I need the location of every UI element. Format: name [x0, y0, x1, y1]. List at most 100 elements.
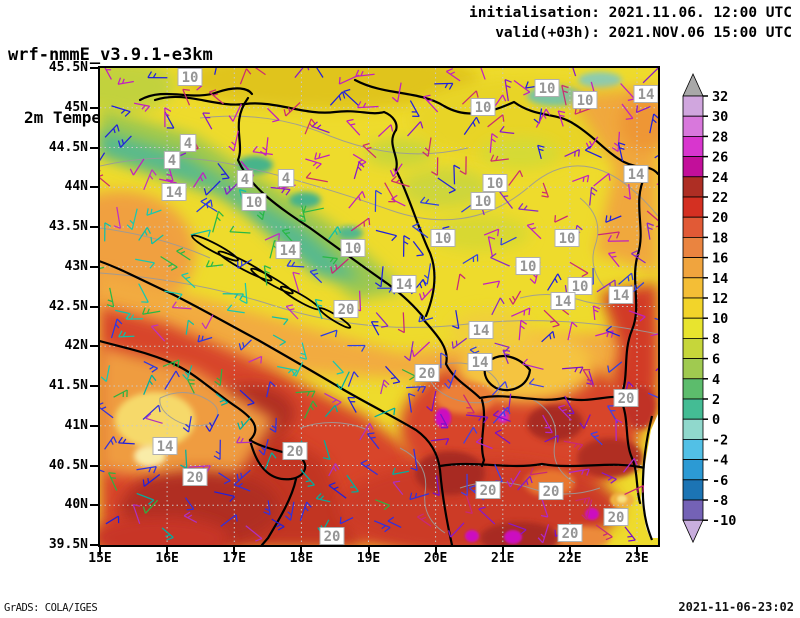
lon-tick-label: 23E: [625, 551, 649, 566]
lon-tick-label: 19E: [356, 551, 381, 566]
contour-label: 20: [557, 524, 583, 542]
wind-barb: [572, 174, 590, 183]
svg-text:14: 14: [555, 294, 572, 310]
wind-barb: [185, 319, 195, 335]
wind-barb: [164, 290, 183, 301]
wind-barb: [346, 118, 361, 136]
svg-text:10: 10: [577, 93, 594, 109]
wind-barb: [375, 229, 398, 242]
svg-text:10: 10: [435, 231, 452, 247]
colorbar-tick-label: 4: [712, 372, 720, 388]
wind-barb: [624, 485, 645, 495]
wind-barb: [508, 170, 524, 186]
colorbar-tick-label: 20: [712, 210, 728, 226]
svg-text:14: 14: [473, 323, 490, 339]
wind-barb: [605, 215, 622, 223]
wind-barb: [511, 307, 531, 317]
wind-barb: [494, 429, 511, 445]
wind-barb: [490, 154, 509, 162]
wind-barb: [440, 352, 448, 369]
wind-barb: [277, 365, 298, 377]
colorbar-tick-label: 32: [712, 89, 728, 105]
wind-barb: [236, 469, 251, 482]
contour-label: 20: [182, 468, 208, 486]
wind-barb: [254, 68, 266, 76]
wind-barb: [562, 366, 584, 374]
lat-tick-mark: [90, 345, 98, 348]
colorbar-segment: [682, 156, 704, 178]
lat-tick-mark: [90, 146, 98, 149]
wind-barb: [564, 149, 580, 157]
wind-barb: [100, 469, 105, 473]
colorbar-segment: [682, 378, 704, 400]
wind-barb: [104, 68, 112, 80]
contour-label: 4: [163, 151, 181, 169]
wind-barb: [592, 305, 601, 320]
wind-barb: [298, 205, 306, 223]
wind-barb: [448, 522, 465, 538]
colorbar-tick-label: 26: [712, 150, 728, 166]
wind-barb: [217, 163, 230, 180]
wind-barb: [456, 273, 466, 291]
wind-barb: [311, 121, 330, 134]
wind-barb: [370, 321, 380, 336]
contour-label: 14: [608, 286, 634, 304]
wind-barb: [615, 418, 623, 442]
wind-barb: [150, 324, 166, 342]
svg-text:14: 14: [280, 243, 297, 259]
wind-barb: [271, 518, 285, 531]
wind-barb: [330, 258, 349, 274]
wind-barb: [355, 69, 375, 78]
contour-label: 10: [572, 91, 598, 109]
wind-barb: [238, 339, 252, 351]
wind-barb: [419, 196, 440, 206]
contour-label: 20: [613, 389, 639, 407]
wind-barb: [164, 107, 172, 128]
lat-tick-mark: [90, 67, 98, 69]
lon-tick-label: 16E: [155, 551, 179, 566]
wind-barb: [214, 491, 236, 502]
wind-barb: [482, 280, 501, 288]
wind-barb: [357, 101, 379, 109]
wind-barb: [537, 144, 545, 160]
wind-barb: [491, 381, 508, 396]
wind-barb: [292, 271, 300, 293]
colorbar-tick-label: 12: [712, 291, 728, 307]
lat-tick-mark: [90, 504, 98, 507]
colorbar-segment: [682, 459, 704, 481]
wind-barb: [504, 79, 512, 102]
footer-timestamp: 2021-11-06-23:02: [678, 600, 794, 614]
wind-barb: [460, 473, 468, 497]
svg-text:14: 14: [613, 288, 630, 304]
wind-barb: [285, 304, 299, 320]
wind-barb: [322, 440, 331, 461]
wind-barb: [387, 516, 402, 528]
wind-barb: [537, 524, 550, 544]
wind-barb: [567, 321, 578, 341]
wind-barb: [214, 369, 223, 387]
colorbar-tick-label: 30: [712, 109, 728, 125]
svg-text:10: 10: [182, 70, 199, 86]
contour-label: 20: [319, 527, 345, 545]
wind-barb: [403, 341, 414, 362]
wind-barb: [117, 436, 135, 445]
wind-barb: [118, 330, 135, 338]
lat-tick-mark: [90, 464, 98, 467]
contour-label: 10: [241, 193, 267, 211]
contour-label: 10: [567, 277, 593, 295]
wind-barb: [100, 169, 111, 187]
wind-barb: [487, 236, 496, 258]
wind-barb: [608, 251, 620, 268]
wind-barb: [283, 102, 301, 117]
wind-barb: [561, 84, 569, 106]
wind-barb: [412, 222, 429, 239]
wind-barb: [162, 359, 180, 367]
svg-text:10: 10: [559, 231, 576, 247]
wind-barb: [146, 208, 162, 216]
wind-barb: [492, 410, 511, 422]
wind-barb: [161, 527, 174, 541]
wind-barb: [294, 68, 310, 78]
svg-text:20: 20: [324, 529, 341, 545]
wind-barb: [611, 131, 621, 153]
wind-barb: [557, 110, 566, 127]
